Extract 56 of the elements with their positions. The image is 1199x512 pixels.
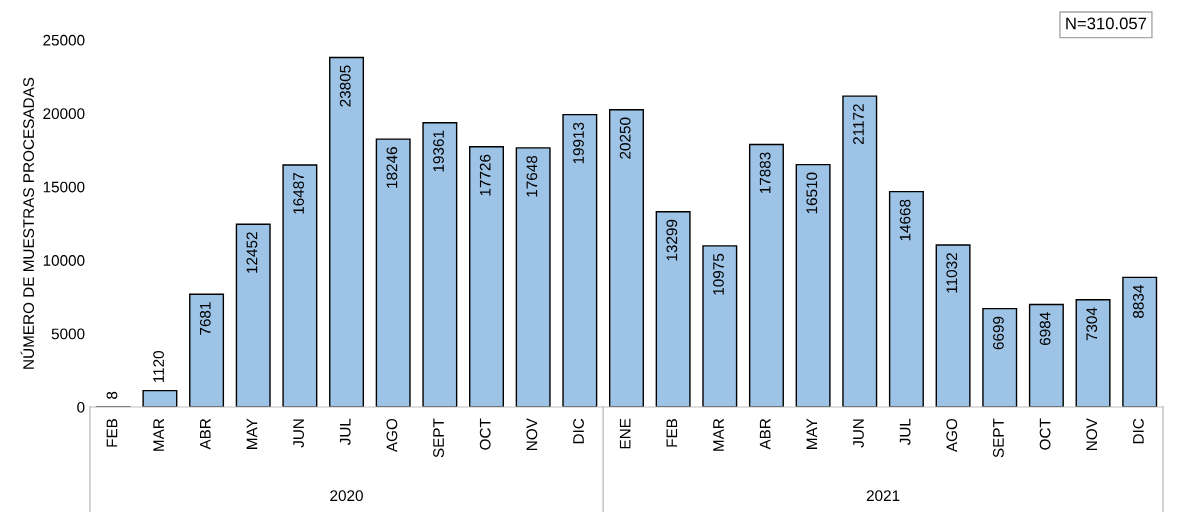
- y-tick-label: 20000: [43, 108, 85, 120]
- x-tick-label: JUN: [853, 419, 864, 448]
- x-tick-label: OCT: [1039, 418, 1051, 450]
- text: N=310.057: [1066, 17, 1147, 30]
- y-tick-label: 10000: [43, 255, 85, 266]
- y-axis-title: NÚMERO DE MUESTRAS PROCESADAS: [20, 77, 35, 369]
- data-label: 21172: [853, 104, 864, 145]
- data-label: 20250: [619, 117, 631, 159]
- x-tick-label: NOV: [526, 418, 538, 451]
- x-tick-label: ABR: [200, 418, 211, 450]
- x-tick-label: FEB: [106, 418, 118, 447]
- x-tick-label: ABR: [759, 418, 771, 450]
- data-label: 16510: [806, 172, 818, 214]
- text: 2021: [866, 490, 900, 502]
- y-tick-label: 0: [77, 401, 85, 413]
- data-label: 23805: [339, 65, 351, 107]
- data-label: 17883: [759, 152, 771, 194]
- x-tick-label: AGO: [386, 418, 398, 453]
- x-tick-label: DIC: [573, 418, 584, 444]
- data-label: 16487: [293, 173, 304, 214]
- data-label: 7681: [199, 302, 211, 335]
- data-label: 8: [106, 391, 118, 399]
- x-tick-label: MAY: [246, 418, 258, 449]
- y-tick-label: 25000: [43, 34, 85, 46]
- x-tick-label: SEPT: [433, 418, 444, 458]
- x-tick-label: AGO: [946, 418, 958, 453]
- y-tick-label: 15000: [43, 181, 85, 193]
- data-label: 10975: [713, 253, 724, 295]
- data-label: 11032: [946, 253, 958, 293]
- x-tick-label: JUL: [899, 418, 911, 446]
- y-tick-label: 5000: [51, 328, 85, 340]
- data-label: 18246: [386, 147, 398, 188]
- x-tick-label: FEB: [666, 418, 678, 447]
- x-tick-label: DIC: [1132, 418, 1144, 444]
- x-tick-label: MAR: [153, 418, 164, 451]
- data-label: 14668: [899, 199, 911, 241]
- x-tick-label: NOV: [1086, 418, 1098, 451]
- x-tick-label: JUN: [293, 419, 304, 448]
- data-label: 19361: [433, 130, 444, 172]
- data-label: 12452: [246, 232, 258, 273]
- x-tick-label: MAR: [713, 418, 724, 451]
- x-tick-label: SEPT: [993, 418, 1004, 458]
- data-label: 17648: [526, 155, 538, 197]
- data-label: 6984: [1039, 312, 1051, 346]
- data-label: 19913: [573, 122, 584, 164]
- data-label: 13299: [666, 219, 678, 261]
- x-tick-label: ENE: [619, 418, 631, 449]
- data-label: 7304: [1086, 307, 1098, 341]
- text: 2020: [330, 490, 363, 502]
- data-label: 1120: [153, 350, 165, 383]
- x-tick-label: JUL: [339, 418, 351, 446]
- data-label: 6699: [993, 316, 1004, 350]
- data-label: 8834: [1132, 285, 1144, 318]
- x-tick-label: MAY: [806, 418, 818, 449]
- x-tick-label: OCT: [479, 418, 491, 450]
- data-label: 17726: [479, 154, 491, 196]
